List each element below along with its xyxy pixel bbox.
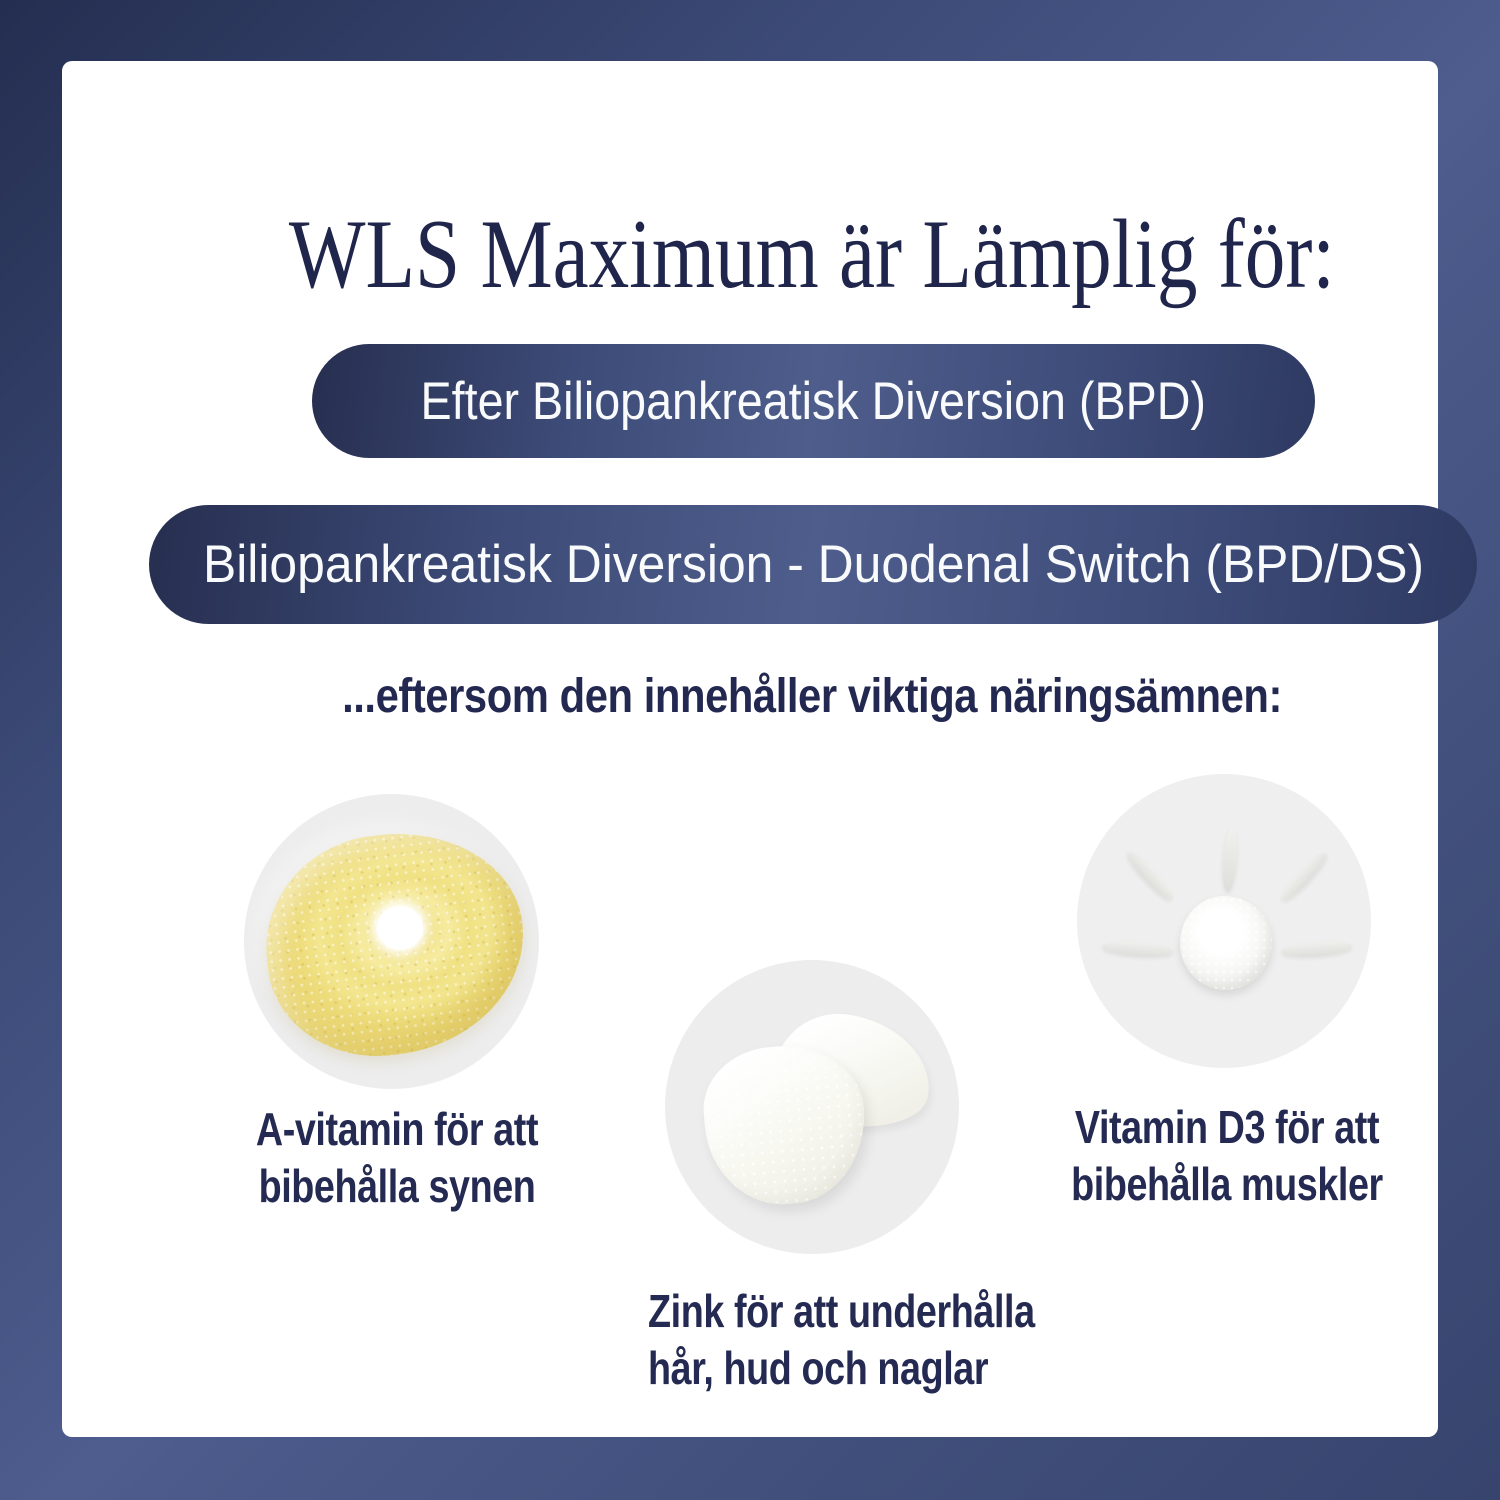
zink-caption-line2: hår, hud och naglar <box>648 1342 989 1394</box>
sun-ray-upper-right-icon <box>1276 848 1330 906</box>
powder-sun-tablet-icon <box>1180 896 1272 990</box>
vitamin-a-caption: A-vitamin för att bibehålla synen <box>233 1101 561 1215</box>
title-row: WLS Maximum är Lämplig för: <box>62 200 1500 310</box>
sun-ray-top-icon <box>1220 827 1240 893</box>
sun-ray-upper-left-icon <box>1124 847 1178 905</box>
zink-caption: Zink för att underhålla hår, hud och nag… <box>648 1283 1035 1397</box>
subtitle-text: ...eftersom den innehåller viktiga närin… <box>342 670 1282 723</box>
vitamin-d3-caption-line2: bibehålla muskler <box>1071 1158 1383 1210</box>
vitamin-a-caption-line2: bibehålla synen <box>258 1160 536 1212</box>
yellow-powder-hole <box>377 906 423 950</box>
sun-ray-right-icon <box>1280 939 1353 959</box>
vitamin-d3-caption-line1: Vitamin D3 för att <box>1074 1101 1380 1153</box>
banner-bpd-ds-label: Biliopankreatisk Diversion - Duodenal Sw… <box>202 535 1424 594</box>
vitamin-a-caption-line1: A-vitamin för att <box>255 1103 539 1155</box>
vitamin-d3-figure-circle <box>1077 774 1371 1068</box>
zink-figure-circle <box>665 960 959 1254</box>
page-title: WLS Maximum är Lämplig för: <box>288 200 1336 309</box>
zink-caption-line1: Zink för att underhålla <box>648 1285 1035 1337</box>
sun-ray-left-icon <box>1101 939 1174 959</box>
vitamin-a-figure-circle <box>244 794 539 1089</box>
banner-bpd: Efter Biliopankreatisk Diversion (BPD) <box>312 344 1315 458</box>
content-card: WLS Maximum är Lämplig för: Efter Biliop… <box>62 61 1477 1437</box>
banner-bpd-ds: Biliopankreatisk Diversion - Duodenal Sw… <box>149 505 1477 624</box>
vitamin-d3-caption: Vitamin D3 för att bibehålla muskler <box>1055 1099 1399 1213</box>
banner-bpd-label: Efter Biliopankreatisk Diversion (BPD) <box>420 371 1207 431</box>
